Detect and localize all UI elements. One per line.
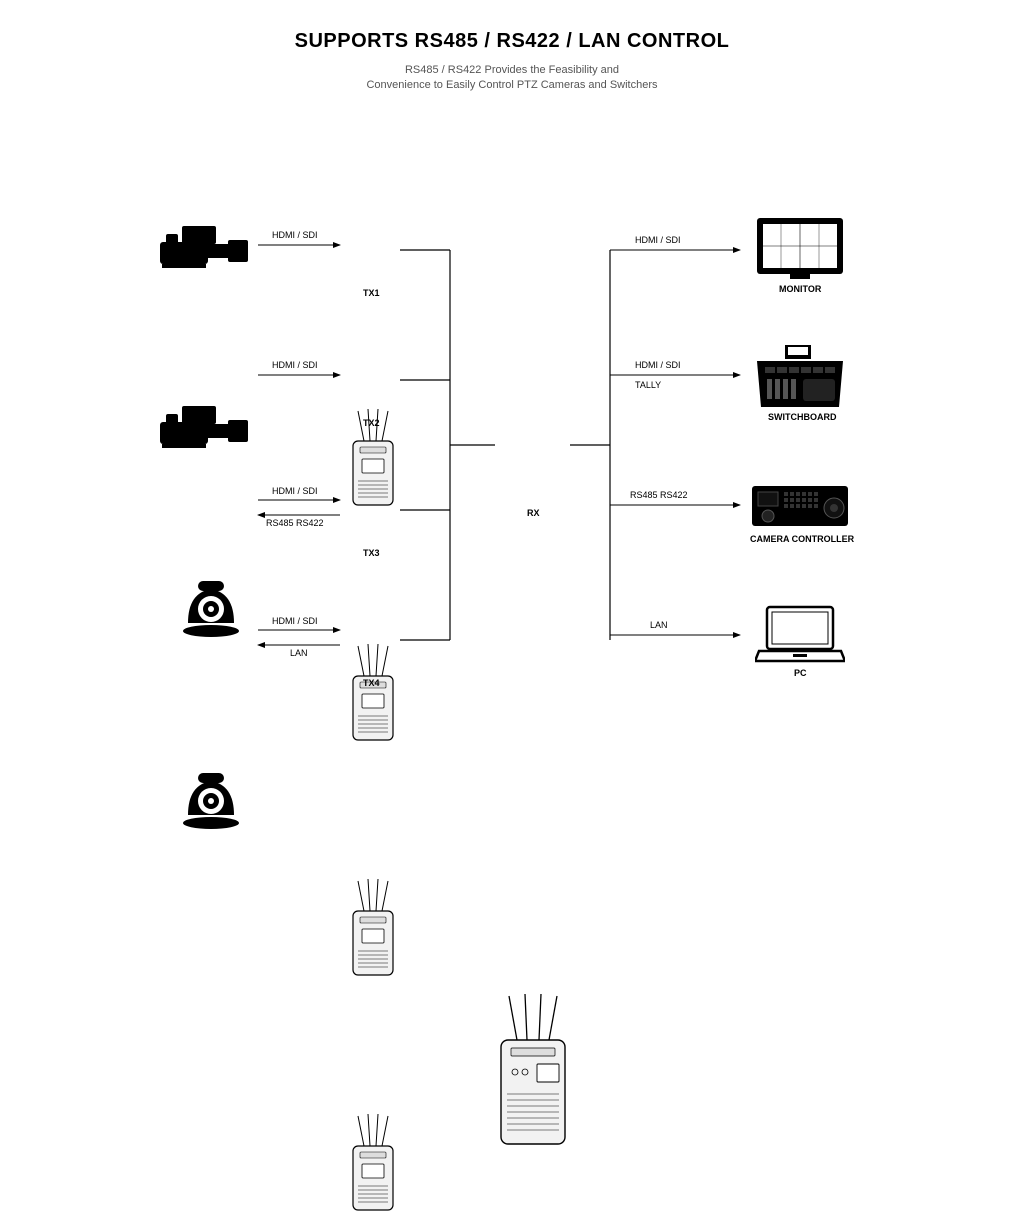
laptop-icon bbox=[755, 605, 845, 665]
camera-controller-icon bbox=[750, 480, 850, 530]
device-label: SWITCHBOARD bbox=[768, 412, 837, 422]
subtitle-line2: Convenience to Easily Control PTZ Camera… bbox=[366, 79, 657, 91]
tx-label: TX2 bbox=[363, 418, 380, 428]
device-label: PC bbox=[794, 668, 807, 678]
monitor-icon bbox=[755, 216, 845, 281]
device-label: CAMERA CONTROLLER bbox=[750, 534, 854, 544]
tx-label: TX3 bbox=[363, 548, 380, 558]
rx-unit-icon bbox=[495, 994, 1024, 1154]
tx-label: TX1 bbox=[363, 288, 380, 298]
edge-label: HDMI / SDI bbox=[272, 360, 318, 370]
camcorder-icon bbox=[160, 220, 250, 270]
page-title: SUPPORTS RS485 / RS422 / LAN CONTROL bbox=[0, 30, 1024, 53]
edge-label: RS485 RS422 bbox=[266, 518, 324, 528]
edge-label: HDMI / SDI bbox=[635, 360, 681, 370]
rx-label: RX bbox=[527, 508, 540, 518]
edge-label: HDMI / SDI bbox=[272, 486, 318, 496]
camcorder-icon bbox=[160, 400, 250, 450]
tx-unit-icon bbox=[348, 879, 1024, 984]
ptz-camera-icon bbox=[180, 767, 242, 829]
edge-label: TALLY bbox=[635, 380, 661, 390]
edge-label: HDMI / SDI bbox=[272, 230, 318, 240]
edge-label: LAN bbox=[650, 620, 668, 630]
subtitle-line1: RS485 / RS422 Provides the Feasibility a… bbox=[405, 64, 619, 76]
switchboard-icon bbox=[755, 345, 845, 410]
tx-unit-icon bbox=[348, 644, 1024, 749]
diagram-canvas: HDMI / SDI HDMI / SDI HDMI / SDI RS485 R… bbox=[0, 150, 1024, 730]
ptz-camera-icon bbox=[180, 575, 242, 637]
edge-label: HDMI / SDI bbox=[272, 616, 318, 626]
device-label: MONITOR bbox=[779, 284, 821, 294]
edge-label: LAN bbox=[290, 648, 308, 658]
edge-label: HDMI / SDI bbox=[635, 235, 681, 245]
tx-label: TX4 bbox=[363, 678, 380, 688]
page-subtitle: RS485 / RS422 Provides the Feasibility a… bbox=[0, 63, 1024, 94]
edge-label: RS485 RS422 bbox=[630, 490, 688, 500]
